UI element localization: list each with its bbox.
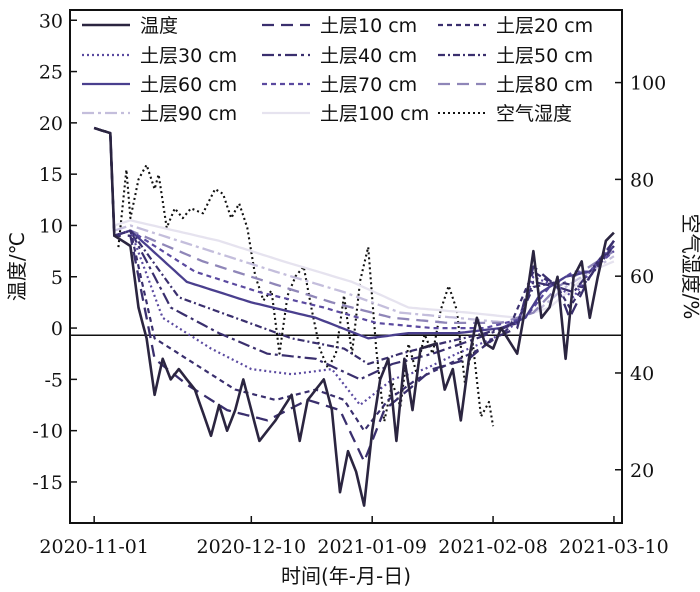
legend-label: 土层70 cm — [320, 74, 417, 96]
series-line — [93, 126, 615, 507]
ticks-layer: 2020-11-01 2020-12-10 2021-01-09 2021-02-08… — [32, 10, 668, 558]
series-line — [93, 126, 615, 340]
y-tick-label: 30 — [39, 10, 63, 32]
series-line — [93, 126, 615, 325]
legend-label: 温度 — [140, 15, 178, 37]
legend: 温度 土层10 cm 土层20 cm 土层30 cm 土层40 cm 土层50 cm 土层6… — [82, 15, 593, 125]
y2-tick-label: 100 — [630, 73, 666, 95]
legend-label: 空气湿度 — [496, 103, 572, 125]
legend-label: 土层90 cm — [140, 103, 237, 125]
legend-label: 土层50 cm — [496, 45, 593, 67]
y2-tick-label: 40 — [630, 363, 654, 385]
x-tick-label: 2020-11-01 — [39, 536, 149, 558]
y2-tick-label: 80 — [630, 169, 654, 191]
x-tick-label: 2021-02-08 — [438, 536, 548, 558]
y-tick-label: -5 — [44, 369, 63, 391]
x-tick-label: 2020-12-10 — [197, 536, 307, 558]
x-tick-label: 2021-01-09 — [317, 536, 427, 558]
series-line — [93, 126, 615, 325]
y2-tick-label: 60 — [630, 266, 654, 288]
series-line — [93, 126, 615, 330]
plot-frame — [69, 9, 623, 524]
x-tick-label: 2021-03-10 — [559, 536, 669, 558]
series-line — [93, 126, 615, 407]
legend-label: 土层20 cm — [496, 15, 593, 37]
y-tick-label: 0 — [51, 318, 63, 340]
x-axis-label: 时间(年-月-日) — [281, 564, 411, 588]
legend-label: 土层10 cm — [320, 15, 417, 37]
legend-label: 土层80 cm — [496, 74, 593, 96]
y-tick-label: 10 — [39, 215, 63, 237]
y-tick-label: 20 — [39, 113, 63, 135]
y-tick-label: -15 — [32, 472, 63, 494]
legend-label: 土层60 cm — [140, 74, 237, 96]
y-tick-label: 15 — [39, 164, 63, 186]
y-tick-label: 5 — [51, 267, 63, 289]
series-layer — [93, 126, 615, 507]
legend-label: 土层30 cm — [140, 45, 237, 67]
y-axis-label: 温度/℃ — [5, 232, 29, 301]
y2-axis-label: 空气湿度/% — [679, 214, 700, 320]
y2-tick-label: 20 — [630, 460, 654, 482]
y-tick-label: 25 — [39, 62, 63, 84]
legend-label: 土层40 cm — [320, 45, 417, 67]
y-tick-label: -10 — [32, 421, 63, 443]
legend-label: 土层100 cm — [320, 103, 429, 125]
